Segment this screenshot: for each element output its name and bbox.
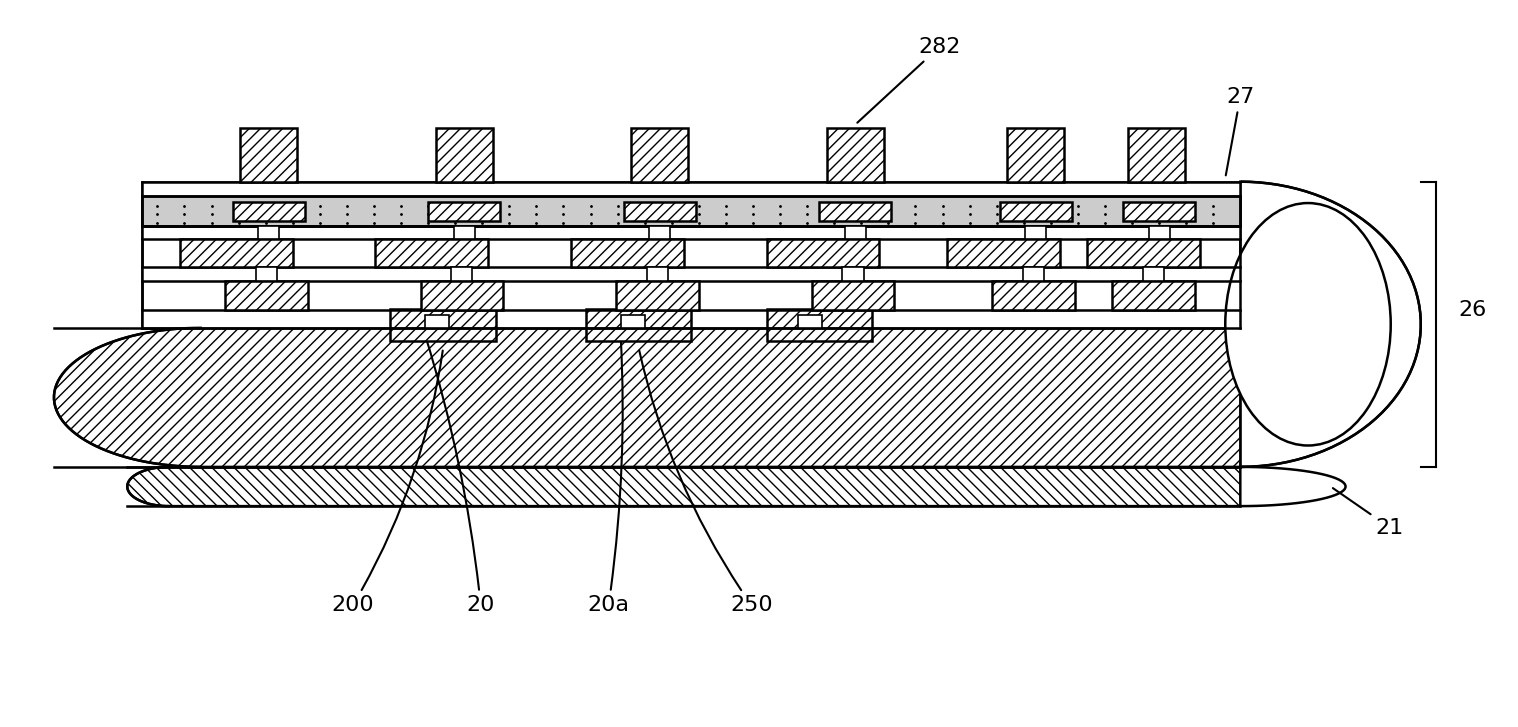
Bar [240, 128, 298, 182]
Bar [143, 310, 1240, 328]
Bar [428, 202, 501, 222]
Text: 20a: 20a [587, 338, 630, 615]
Text: 250: 250 [639, 350, 773, 615]
Bar [425, 315, 449, 328]
Bar [143, 268, 1240, 281]
Bar [624, 202, 695, 222]
Bar [993, 281, 1075, 310]
Bar [181, 238, 293, 268]
Text: 22: 22 [1258, 359, 1374, 379]
Bar [650, 226, 671, 238]
Bar [586, 308, 691, 341]
Bar [827, 128, 883, 182]
Bar [1025, 226, 1046, 238]
Bar [812, 281, 894, 310]
Polygon shape [1240, 182, 1421, 467]
Bar [647, 268, 668, 281]
Bar [225, 281, 308, 310]
Text: 20: 20 [427, 337, 495, 615]
Text: 27: 27 [1225, 87, 1254, 175]
Bar [1006, 128, 1064, 182]
Bar [947, 238, 1060, 268]
Bar [616, 281, 698, 310]
Bar [571, 238, 683, 268]
Bar [842, 268, 864, 281]
Bar [258, 226, 279, 238]
Bar [451, 268, 472, 281]
Bar [436, 128, 493, 182]
Ellipse shape [1225, 203, 1390, 446]
Polygon shape [55, 328, 1240, 467]
Text: 200: 200 [331, 350, 443, 615]
Bar [257, 268, 276, 281]
Text: 21: 21 [1333, 488, 1404, 537]
Bar [621, 315, 645, 328]
Bar [767, 238, 879, 268]
Bar [1000, 202, 1072, 222]
Bar [375, 238, 489, 268]
Bar [1113, 281, 1195, 310]
Bar [1087, 238, 1199, 268]
Bar [1123, 202, 1195, 222]
Bar [143, 182, 1240, 196]
Bar [454, 226, 475, 238]
Text: 282: 282 [858, 37, 961, 123]
Bar [1023, 268, 1044, 281]
Bar [1149, 226, 1170, 238]
Bar [143, 226, 1240, 238]
Bar [232, 202, 305, 222]
Bar [143, 196, 1240, 226]
Bar [767, 308, 871, 341]
Text: 26: 26 [1459, 300, 1486, 320]
Bar [844, 226, 865, 238]
Polygon shape [128, 467, 1240, 506]
Bar [390, 308, 496, 341]
Bar [143, 182, 1240, 328]
Bar [1128, 128, 1184, 182]
Bar [798, 315, 823, 328]
Bar [820, 202, 891, 222]
Bar [420, 281, 504, 310]
Bar [631, 128, 688, 182]
Bar [1143, 268, 1164, 281]
